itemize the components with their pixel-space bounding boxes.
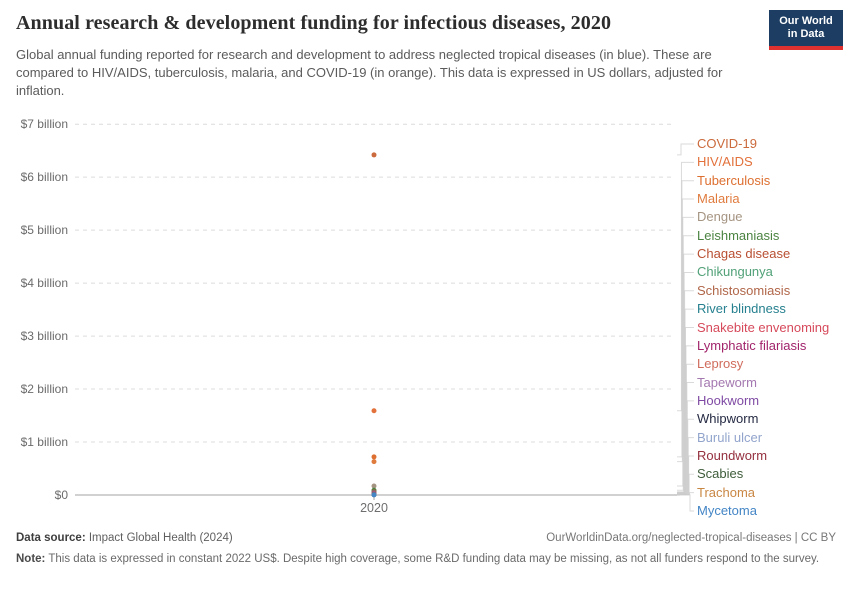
legend-item-leishmaniasis[interactable]: Leishmaniasis (697, 227, 780, 243)
chart-note: Note: This data is expressed in constant… (16, 551, 822, 567)
legend-item-lymphatic-filariasis[interactable]: Lymphatic filariasis (697, 337, 807, 353)
chart-subtitle: Global annual funding reported for resea… (16, 47, 723, 98)
data-point-mycetoma[interactable] (371, 492, 377, 498)
owid-logo-line2: in Data (787, 28, 825, 40)
data-source: Data source: Impact Global Health (2024) (16, 532, 233, 544)
legend-item-schistosomiasis[interactable]: Schistosomiasis (697, 282, 791, 298)
data-point-hiv-aids[interactable] (371, 408, 377, 414)
data-point-tuberculosis[interactable] (371, 454, 377, 460)
data-point-malaria[interactable] (371, 459, 377, 465)
y-axis-tick-label: $0 (54, 488, 68, 502)
owid-url-link[interactable]: OurWorldinData.org/neglected-tropical-di… (546, 532, 836, 544)
y-axis-tick-label: $6 billion (20, 170, 68, 185)
y-axis-tick-label: $5 billion (20, 223, 68, 238)
note-value: This data is expressed in constant 2022 … (45, 553, 820, 565)
y-axis-tick-label: $4 billion (20, 276, 68, 291)
x-axis-tick-label: 2020 (360, 501, 388, 515)
legend-item-leprosy[interactable]: Leprosy (697, 356, 744, 372)
legend-item-malaria[interactable]: Malaria (697, 191, 740, 207)
y-axis-tick-label: $3 billion (20, 329, 68, 344)
y-axis-tick-label: $1 billion (20, 435, 68, 450)
legend-item-river-blindness[interactable]: River blindness (697, 301, 786, 317)
legend-item-snakebite-envenoming[interactable]: Snakebite envenoming (697, 319, 830, 335)
legend-item-hookworm[interactable]: Hookworm (697, 392, 760, 408)
legend-item-chagas-disease[interactable]: Chagas disease (697, 246, 791, 262)
legend-connector-line (677, 143, 694, 156)
legend-item-tuberculosis[interactable]: Tuberculosis (697, 172, 771, 188)
legend-item-whipworm[interactable]: Whipworm (697, 411, 759, 427)
data-source-value: Impact Global Health (2024) (85, 532, 233, 544)
legend-item-trachoma[interactable]: Trachoma (697, 484, 756, 500)
legend-item-hiv-aids[interactable]: HIV/AIDS (697, 154, 753, 170)
y-axis-tick-label: $2 billion (20, 382, 68, 397)
note-label: Note: (16, 553, 46, 565)
legend-item-chikungunya[interactable]: Chikungunya (697, 264, 773, 280)
data-source-label: Data source: (16, 532, 86, 544)
owid-logo-line1: Our World (779, 15, 833, 27)
legend-item-dengue[interactable]: Dengue (697, 209, 743, 225)
y-axis-tick-label: $7 billion (20, 117, 68, 132)
legend-item-mycetoma[interactable]: Mycetoma (697, 503, 757, 518)
legend-item-covid-19[interactable]: COVID-19 (697, 136, 757, 151)
data-point-dengue[interactable] (371, 483, 377, 489)
data-point-covid-19[interactable] (371, 152, 377, 158)
legend-connector-line (677, 494, 694, 512)
legend-item-tapeworm[interactable]: Tapeworm (697, 374, 757, 390)
owid-logo: Our World in Data (769, 10, 843, 50)
page-title: Annual research & development funding fo… (16, 12, 612, 34)
legend-item-buruli-ulcer[interactable]: Buruli ulcer (697, 429, 763, 445)
legend-item-scabies[interactable]: Scabies (697, 466, 744, 482)
legend-item-roundworm[interactable]: Roundworm (697, 447, 768, 463)
